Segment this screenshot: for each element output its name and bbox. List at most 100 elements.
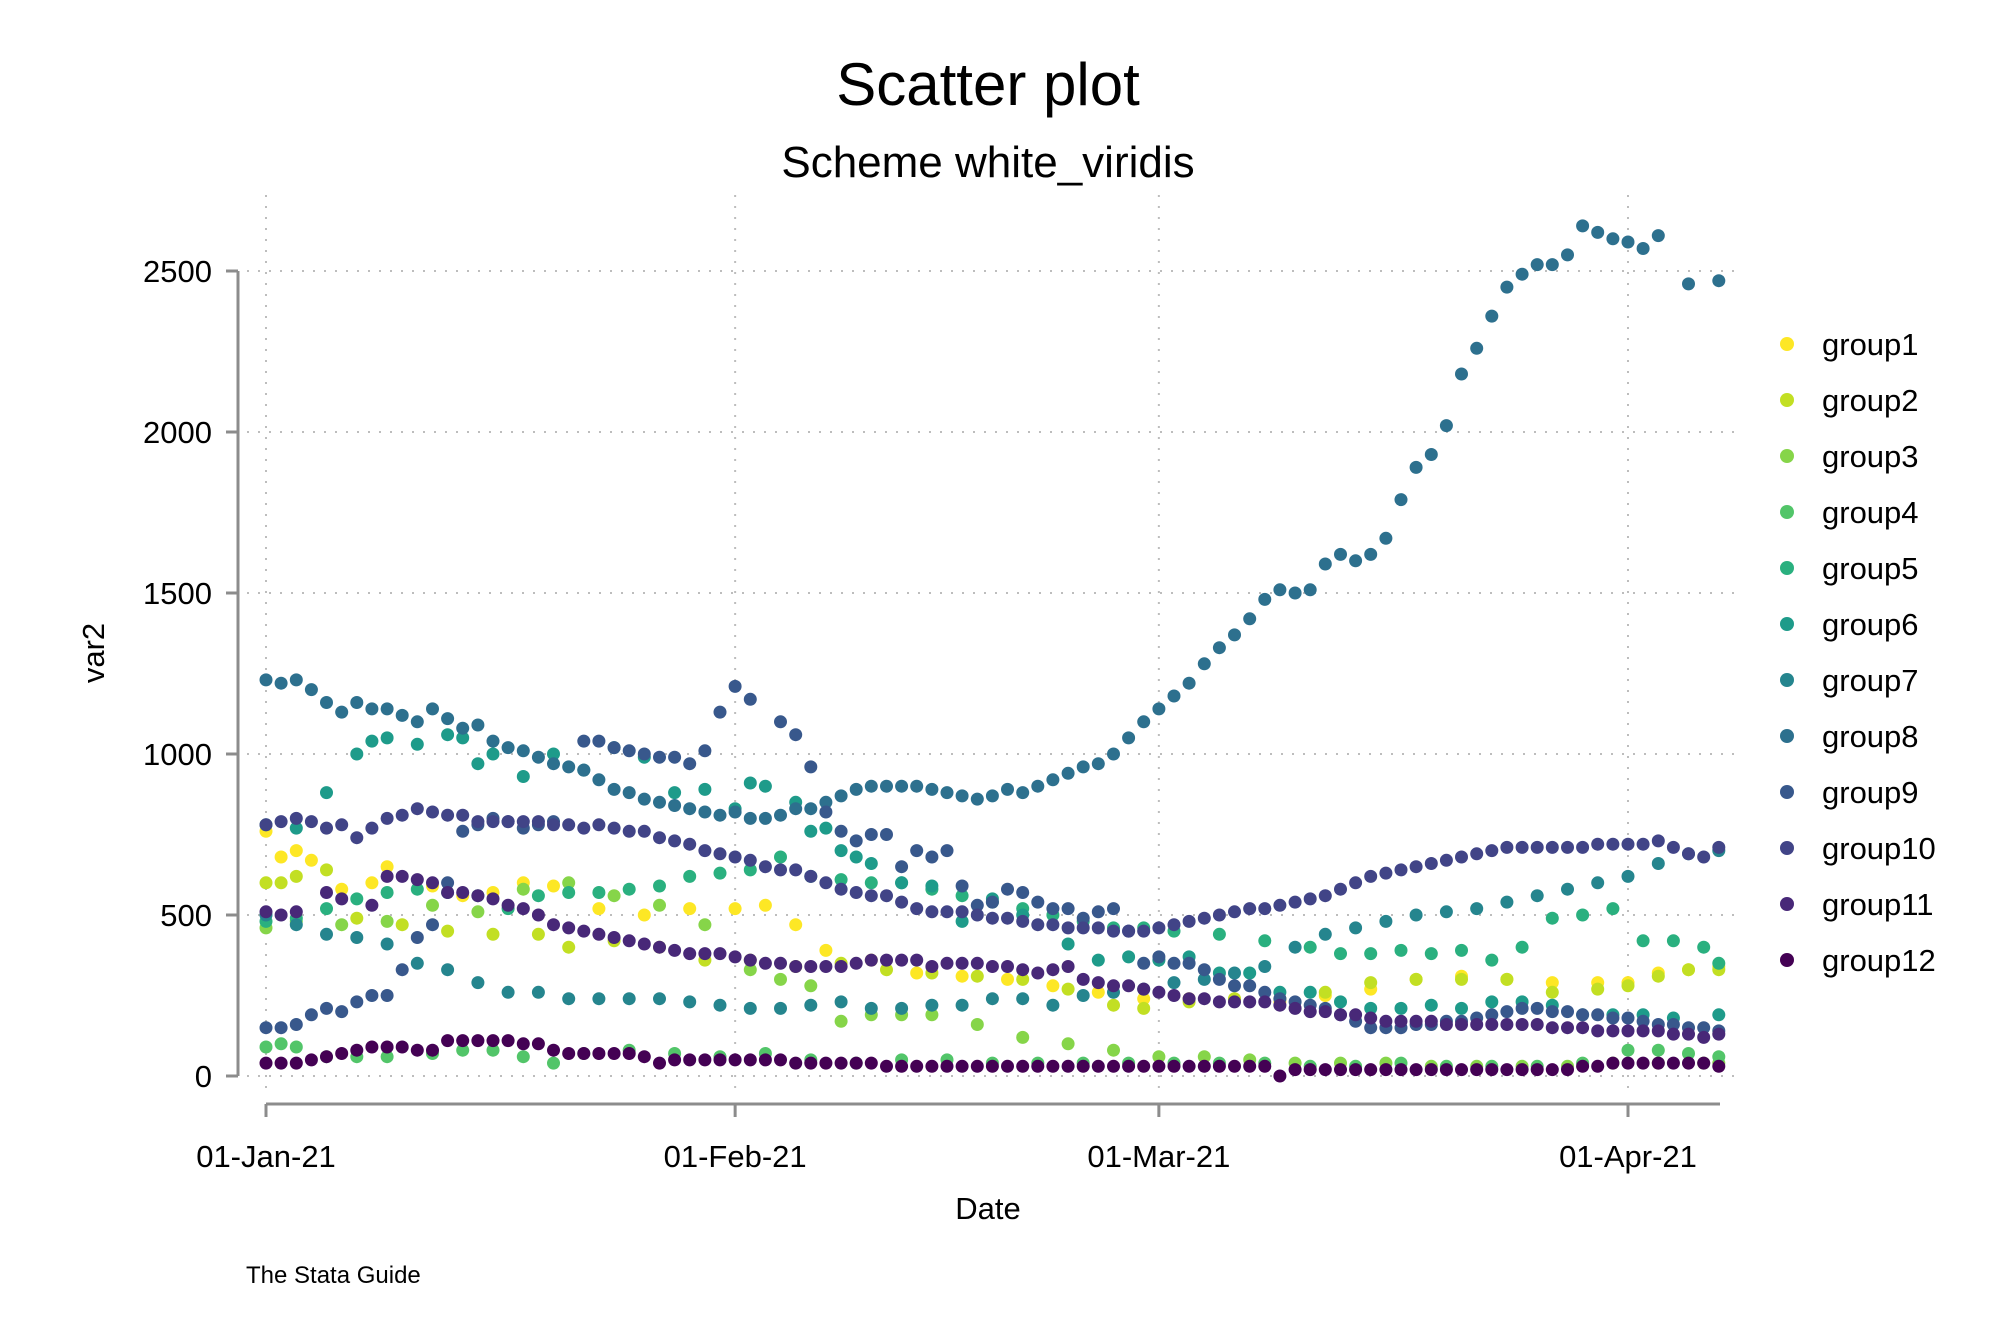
data-point [486,815,500,829]
data-point [562,760,576,774]
data-point [1046,1059,1060,1073]
data-point [970,908,984,922]
data-point [1167,956,1181,970]
data-point [1197,1059,1211,1073]
data-point [1500,972,1514,986]
data-point [1122,731,1136,745]
data-point [607,931,621,944]
data-point [320,863,333,877]
data-point [1651,834,1665,848]
data-point [683,902,697,916]
data-point [592,734,606,748]
data-point [1455,1063,1468,1077]
data-point [864,828,878,841]
data-point [1470,902,1484,916]
data-point [274,876,288,890]
data-point [1137,992,1151,1006]
data-point [516,770,530,783]
data-point [456,731,470,745]
data-point [274,1021,288,1035]
data-point [637,792,651,806]
data-point [804,869,818,883]
data-point [653,879,666,893]
data-point [895,876,909,890]
data-point [259,1040,273,1054]
data-point [1666,1027,1680,1041]
data-point [1273,998,1287,1012]
data-point [320,696,333,709]
data-point [653,831,666,845]
data-point [1091,905,1105,919]
data-point [1712,1050,1726,1064]
data-point [1061,921,1075,935]
data-point [789,960,803,973]
data-point [1001,911,1014,925]
data-point [1076,972,1090,986]
data-point [1500,840,1514,854]
data-point [1621,1056,1635,1070]
data-point [1409,460,1423,474]
data-point [1364,1063,1378,1077]
data-point [1107,747,1120,761]
data-point [1152,921,1166,935]
data-point [320,927,333,941]
data-point [320,1001,333,1015]
data-point [1651,1024,1665,1038]
data-point [743,953,757,967]
legend-marker [1780,561,1794,575]
data-point [864,953,878,967]
data-point [1107,998,1120,1012]
data-point [985,911,999,925]
series-group7 [259,844,1726,1015]
data-point [668,834,682,848]
data-point [380,702,394,716]
data-point [895,895,909,909]
data-point [1364,1021,1378,1035]
data-point [1470,341,1484,355]
data-point [985,789,999,803]
data-point [622,992,636,1006]
data-point [516,744,530,758]
data-point [426,918,439,932]
data-point [1061,937,1075,951]
data-point [1500,280,1514,294]
data-point [395,1040,409,1054]
data-point [1061,766,1075,780]
data-point [274,676,288,690]
y-tick-label: 500 [160,898,212,933]
data-point [728,805,742,819]
data-point [410,1043,424,1057]
data-point [1409,860,1423,874]
data-point [713,866,727,880]
data-point [743,776,757,790]
data-point [592,773,606,787]
data-point [441,712,455,726]
data-point [1364,547,1378,561]
data-point [970,956,984,970]
legend-marker [1780,617,1794,631]
data-point [940,786,954,800]
data-point [1167,976,1181,990]
data-point [274,815,288,829]
data-point [1318,1005,1332,1019]
data-point [547,1056,560,1070]
data-point [895,1059,909,1073]
data-point [713,705,727,719]
data-point [335,882,349,896]
data-point [713,808,727,822]
data-point [1364,947,1378,961]
data-point [728,850,742,864]
data-point [1530,840,1544,854]
data-point [743,692,757,706]
data-point [758,898,772,912]
data-point [880,828,893,841]
data-point [1545,976,1559,990]
legend-label: group8 [1822,719,1919,754]
chart-note: The Stata Guide [246,1262,421,1289]
data-point [289,1056,303,1070]
data-point [1349,1008,1363,1022]
data-point [1137,924,1151,938]
data-point [1016,1030,1030,1044]
data-point [1485,953,1499,967]
